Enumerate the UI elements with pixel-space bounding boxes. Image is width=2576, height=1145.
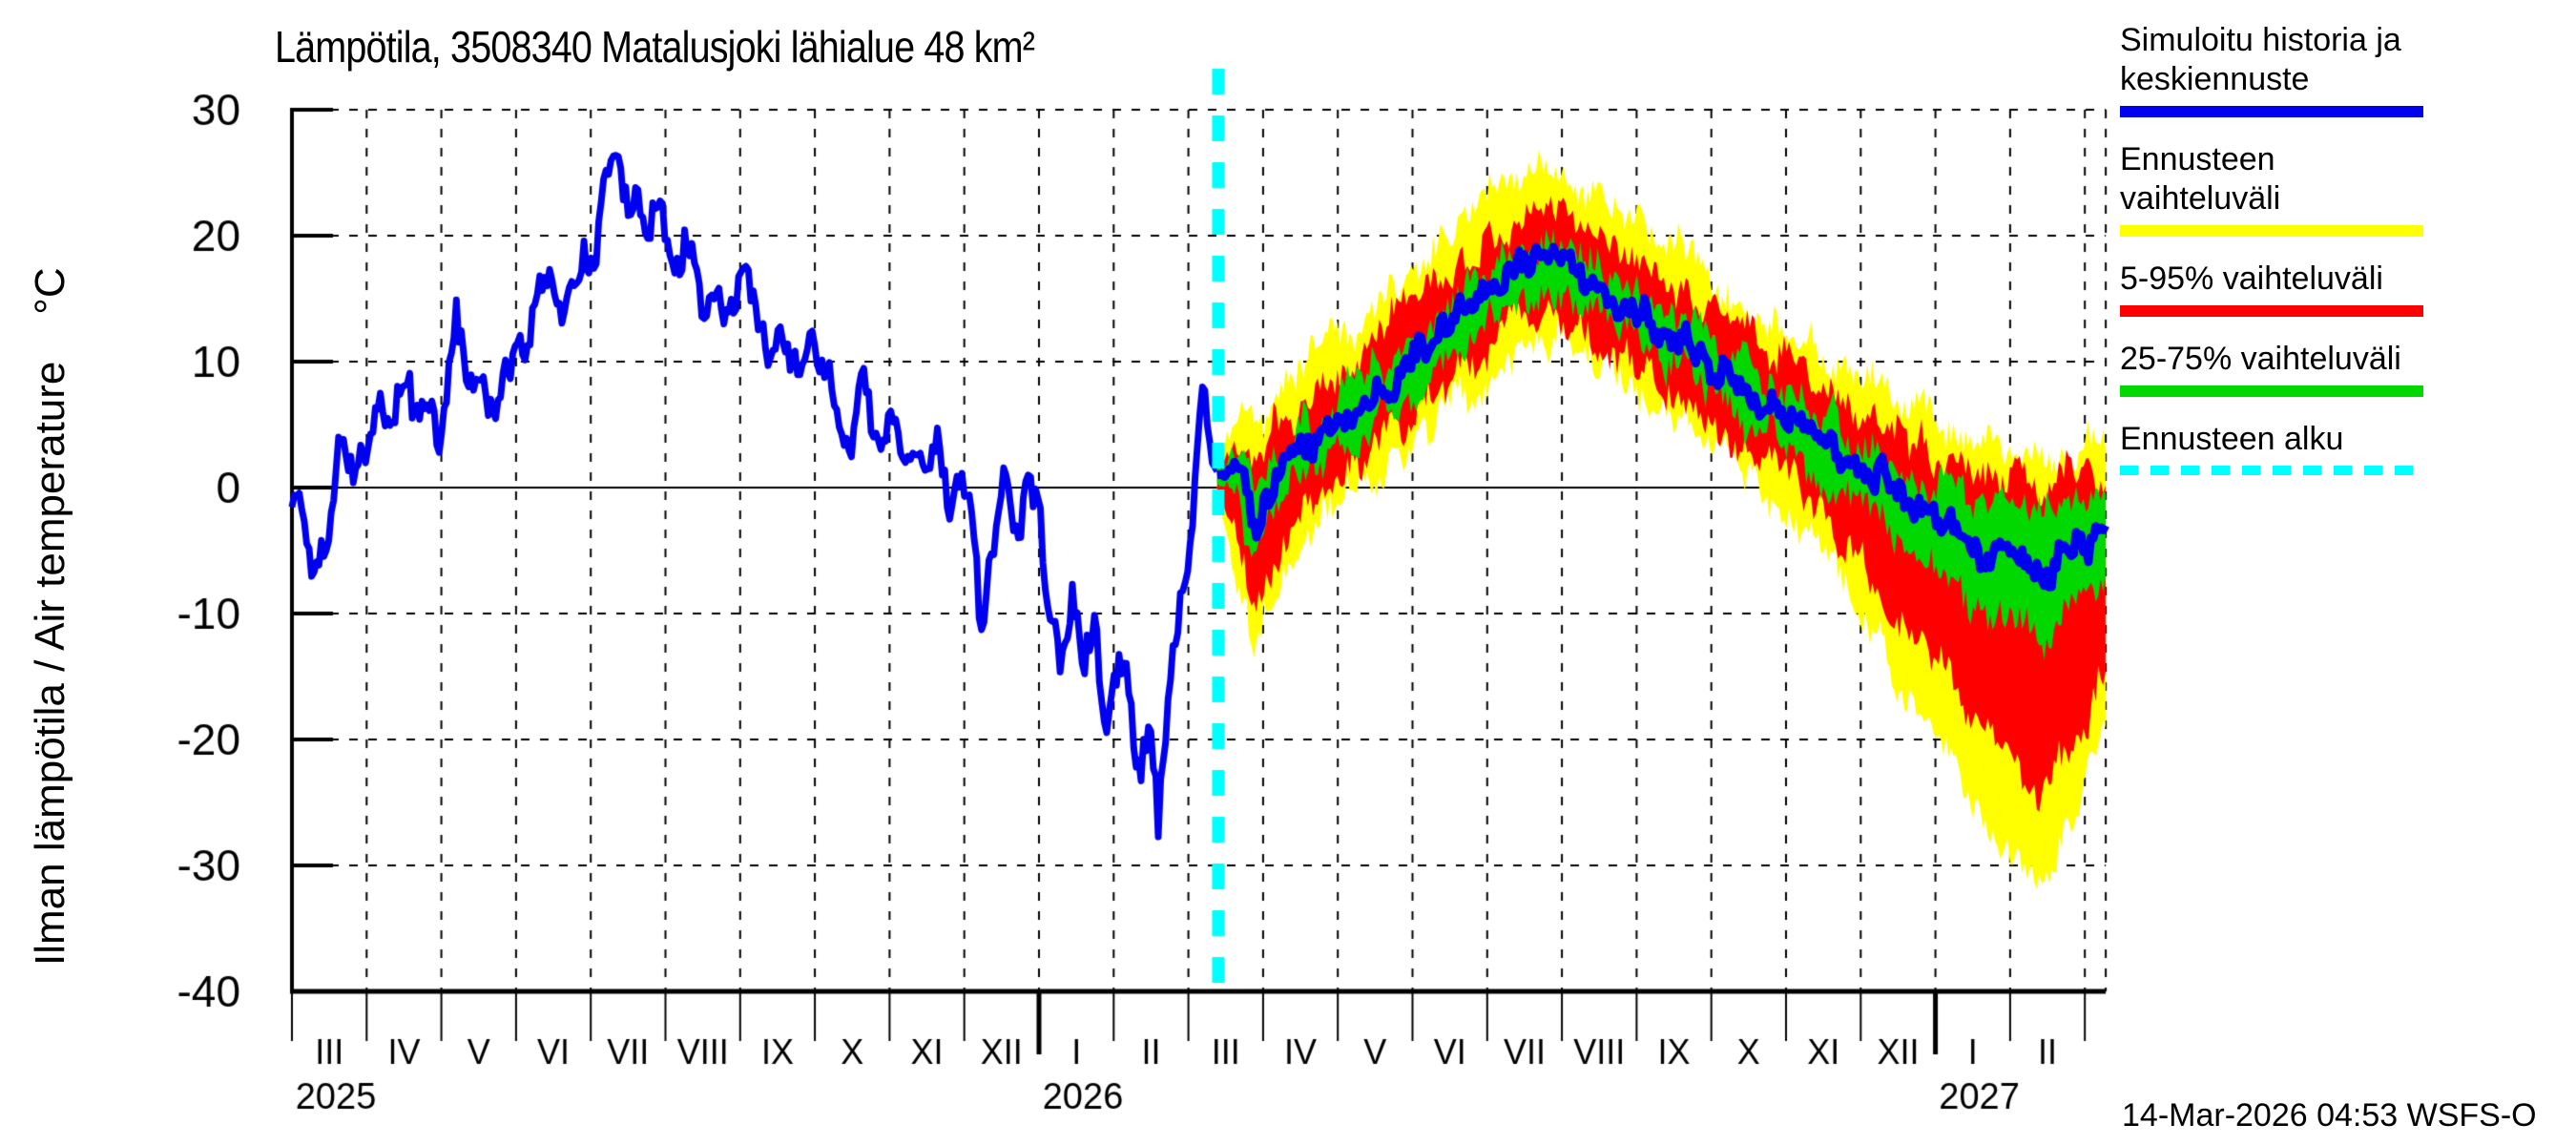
legend-label-history: Simuloitu historia ja keskiennuste — [2120, 22, 2401, 97]
chart-title: Lämpötila, 3508340 Matalusjoki lähialue … — [275, 22, 1035, 72]
legend-label-forecast-start: Ennusteen alku — [2120, 421, 2344, 457]
legend-item-forecast-start: Ennusteen alku — [2120, 420, 2437, 475]
legend-swatch-25-75-range — [2120, 385, 2423, 397]
legend-item-5-95-range: 5-95% vaihteluväli — [2120, 260, 2437, 317]
legend-swatch-forecast-range — [2120, 225, 2423, 237]
legend-label-forecast-range: Ennusteen vaihteluväli — [2120, 141, 2281, 217]
y-axis-label: Ilman lämpötila / Air temperature °C — [27, 267, 73, 966]
legend-item-history: Simuloitu historia ja keskiennuste — [2120, 21, 2437, 117]
legend: Simuloitu historia ja keskiennuste Ennus… — [2120, 21, 2437, 498]
legend-item-forecast-range: Ennusteen vaihteluväli — [2120, 140, 2437, 237]
legend-label-25-75-range: 25-75% vaihteluväli — [2120, 341, 2401, 377]
legend-swatch-forecast-start-line — [2120, 466, 2423, 475]
timestamp: 14-Mar-2026 04:53 WSFS-O — [2122, 1097, 2537, 1134]
legend-swatch-history-line — [2120, 106, 2423, 117]
legend-swatch-5-95-range — [2120, 305, 2423, 317]
legend-item-25-75-range: 25-75% vaihteluväli — [2120, 340, 2437, 397]
legend-label-5-95-range: 5-95% vaihteluväli — [2120, 260, 2383, 297]
